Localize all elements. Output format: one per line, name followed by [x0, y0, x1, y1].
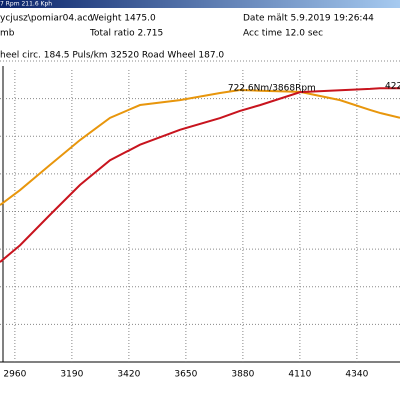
- series-line: [0, 88, 400, 206]
- date: Date mält 5.9.2019 19:26:44: [243, 14, 374, 24]
- x-tick-label: 3190: [60, 370, 83, 380]
- x-tick-label: 3420: [117, 370, 140, 380]
- x-tick-label: 4340: [345, 370, 368, 380]
- x-tick-label: 2960: [3, 370, 26, 380]
- ratio: Total ratio 2.715: [89, 29, 163, 39]
- title-bar: [0, 0, 400, 8]
- annotation: 422: [385, 82, 400, 92]
- series-line: [0, 87, 400, 263]
- status: 7 Rpm 211.6 Kph: [0, 1, 52, 8]
- x-tick-label: 3650: [174, 370, 197, 380]
- annotation: 722.6Nm/3868Rpm: [228, 83, 316, 93]
- wheel: heel circ. 184.5 Puls/km 32520 Road Whee…: [0, 51, 224, 61]
- file: ycjusz\pomiar04.acc: [0, 14, 92, 24]
- x-tick-label: 3880: [231, 370, 254, 380]
- mb: mb: [0, 29, 15, 39]
- acc-time: Acc time 12.0 sec: [243, 29, 323, 39]
- x-tick-label: 4110: [288, 370, 311, 380]
- weight: Weight 1475.0: [90, 14, 156, 24]
